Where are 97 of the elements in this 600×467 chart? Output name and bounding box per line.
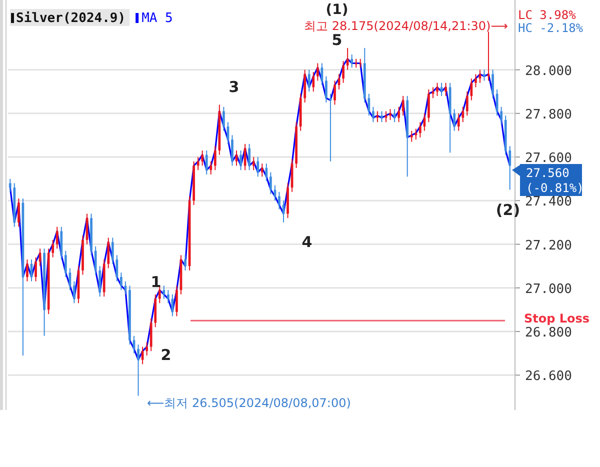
annotation: 5 (332, 31, 342, 49)
annotation: 3 (228, 78, 240, 96)
candlestick (380, 110, 383, 123)
candlestick (260, 163, 264, 178)
candlestick (265, 163, 268, 182)
candlestick (222, 106, 225, 132)
candlestick (8, 178, 12, 192)
candlestick (201, 150, 204, 166)
candlestick (158, 285, 161, 304)
candlestick (240, 150, 242, 171)
candlestick (410, 130, 413, 142)
candlestick (418, 122, 422, 138)
candlestick (444, 82, 447, 96)
candlestick (350, 54, 354, 68)
annotation: 최고 28.175(2024/08/14,21:30)⟶ (304, 19, 508, 33)
annotation: (1) (326, 2, 348, 18)
text: LC 3.98% (518, 8, 577, 22)
candlestick (146, 342, 148, 356)
candlestick (154, 294, 157, 328)
candlestick (308, 69, 310, 92)
y-tick-label: 28.000 (525, 64, 572, 79)
candlestick (470, 78, 473, 101)
candlestick (52, 239, 54, 258)
candlestick (483, 69, 486, 82)
candlestick (462, 106, 464, 123)
candlestick (334, 80, 336, 106)
candlestick (372, 106, 374, 123)
candlestick (64, 250, 67, 278)
candlestick (98, 266, 102, 298)
annotation: (2) (496, 201, 520, 219)
candlestick (60, 226, 63, 260)
y-tick-label: 27.400 (525, 194, 572, 210)
candlestick (457, 112, 460, 132)
candlestick (137, 344, 140, 396)
candlestick (453, 108, 456, 132)
candlestick (428, 88, 430, 123)
candlestick (402, 95, 404, 116)
candlestick (73, 280, 76, 304)
candlestick (214, 146, 216, 171)
legend-label: MA 5 (142, 11, 173, 26)
candlestick (368, 93, 370, 116)
candlestick (150, 318, 152, 352)
candlestick (384, 110, 388, 123)
candlestick (56, 226, 58, 250)
candlestick (26, 259, 28, 282)
candlestick (342, 60, 344, 84)
candlestick (487, 31, 490, 82)
candlestick (492, 69, 494, 99)
ref-line-label: Stop Loss (524, 312, 590, 326)
candlestick (376, 110, 379, 123)
candlestick (269, 172, 272, 195)
candlestick (176, 285, 178, 317)
candlestick (316, 62, 319, 82)
candlestick (231, 134, 234, 166)
candlestick (116, 254, 118, 282)
text: (-0.81%) (526, 181, 584, 195)
candlestick (278, 191, 280, 210)
candlestick (325, 76, 328, 103)
candlestick (248, 143, 251, 171)
annotation: ⟵최저 26.505(2024/08/08,07:00) (147, 396, 351, 410)
candlestick (252, 156, 255, 171)
candlestick (312, 71, 315, 92)
y-tick-label: 26.800 (525, 325, 572, 340)
candlestick (107, 237, 110, 269)
annotation: 4 (302, 233, 312, 251)
candlestick (274, 184, 276, 202)
candlestick (304, 69, 306, 103)
candlestick (414, 128, 418, 140)
annotation: 2 (160, 346, 172, 364)
candlestick (432, 86, 434, 99)
candlestick (205, 150, 208, 175)
y-tick-label: 27.200 (525, 238, 572, 254)
candlestick (210, 160, 212, 175)
y-tick-label: 27.000 (525, 282, 572, 297)
candlestick (508, 146, 512, 190)
candlestick (162, 285, 166, 300)
y-tick-label: 27.600 (525, 151, 572, 166)
candlestick (474, 74, 477, 88)
candlestick (166, 290, 170, 304)
y-tick-label: 26.600 (525, 369, 572, 384)
text: 27.560 (526, 166, 570, 180)
candlestick (398, 106, 400, 123)
candlestick (120, 272, 122, 291)
candlestick (256, 156, 260, 178)
candlestick (17, 198, 20, 228)
candlestick (184, 254, 186, 271)
candlestick (436, 82, 438, 96)
candlestick (111, 237, 114, 264)
candlestick (466, 91, 468, 116)
candlestick (329, 93, 332, 162)
text: HC -2.18% (518, 21, 584, 35)
candlestick (389, 108, 392, 120)
text: Silver(2024.9) (16, 11, 126, 26)
y-tick-label: 27.800 (525, 107, 572, 122)
candlestick (34, 256, 37, 282)
annotation: 1 (150, 273, 162, 291)
candlestick (500, 106, 503, 125)
